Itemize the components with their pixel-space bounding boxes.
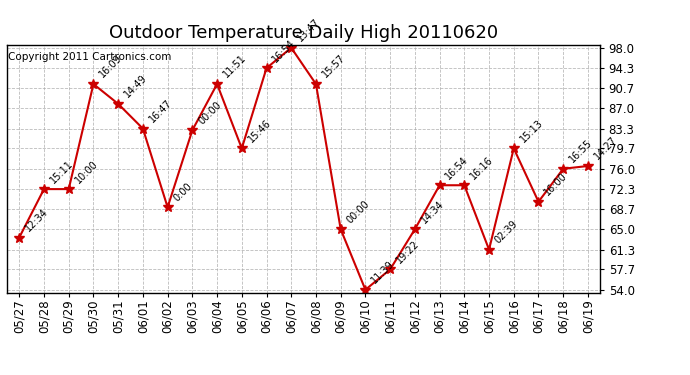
Text: 16:16: 16:16 xyxy=(469,154,495,181)
Text: 19:22: 19:22 xyxy=(394,238,421,265)
Text: 00:00: 00:00 xyxy=(345,198,371,225)
Text: 00:00: 00:00 xyxy=(197,99,223,126)
Text: 11:39: 11:39 xyxy=(370,259,396,286)
Text: 15:57: 15:57 xyxy=(320,53,347,80)
Text: 16:09: 16:09 xyxy=(97,53,124,80)
Text: 16:54: 16:54 xyxy=(270,37,297,64)
Text: 0:00: 0:00 xyxy=(172,181,194,203)
Text: 14:34: 14:34 xyxy=(419,198,446,225)
Title: Outdoor Temperature Daily High 20110620: Outdoor Temperature Daily High 20110620 xyxy=(109,24,498,42)
Text: 11:51: 11:51 xyxy=(221,53,248,80)
Text: 16:55: 16:55 xyxy=(567,138,594,165)
Text: 12:34: 12:34 xyxy=(23,207,50,233)
Text: 16:00: 16:00 xyxy=(542,171,569,198)
Text: 10:00: 10:00 xyxy=(73,158,99,185)
Text: Copyright 2011 Cartronics.com: Copyright 2011 Cartronics.com xyxy=(8,53,171,62)
Text: 15:13: 15:13 xyxy=(518,117,544,144)
Text: 14:49: 14:49 xyxy=(122,73,149,100)
Text: 15:11: 15:11 xyxy=(48,158,75,185)
Text: 15:46: 15:46 xyxy=(246,117,273,144)
Text: 14:27: 14:27 xyxy=(592,135,619,162)
Text: 02:39: 02:39 xyxy=(493,219,520,245)
Text: 13:47: 13:47 xyxy=(295,17,322,44)
Text: 16:54: 16:54 xyxy=(444,154,471,181)
Text: 16:47: 16:47 xyxy=(147,98,174,124)
